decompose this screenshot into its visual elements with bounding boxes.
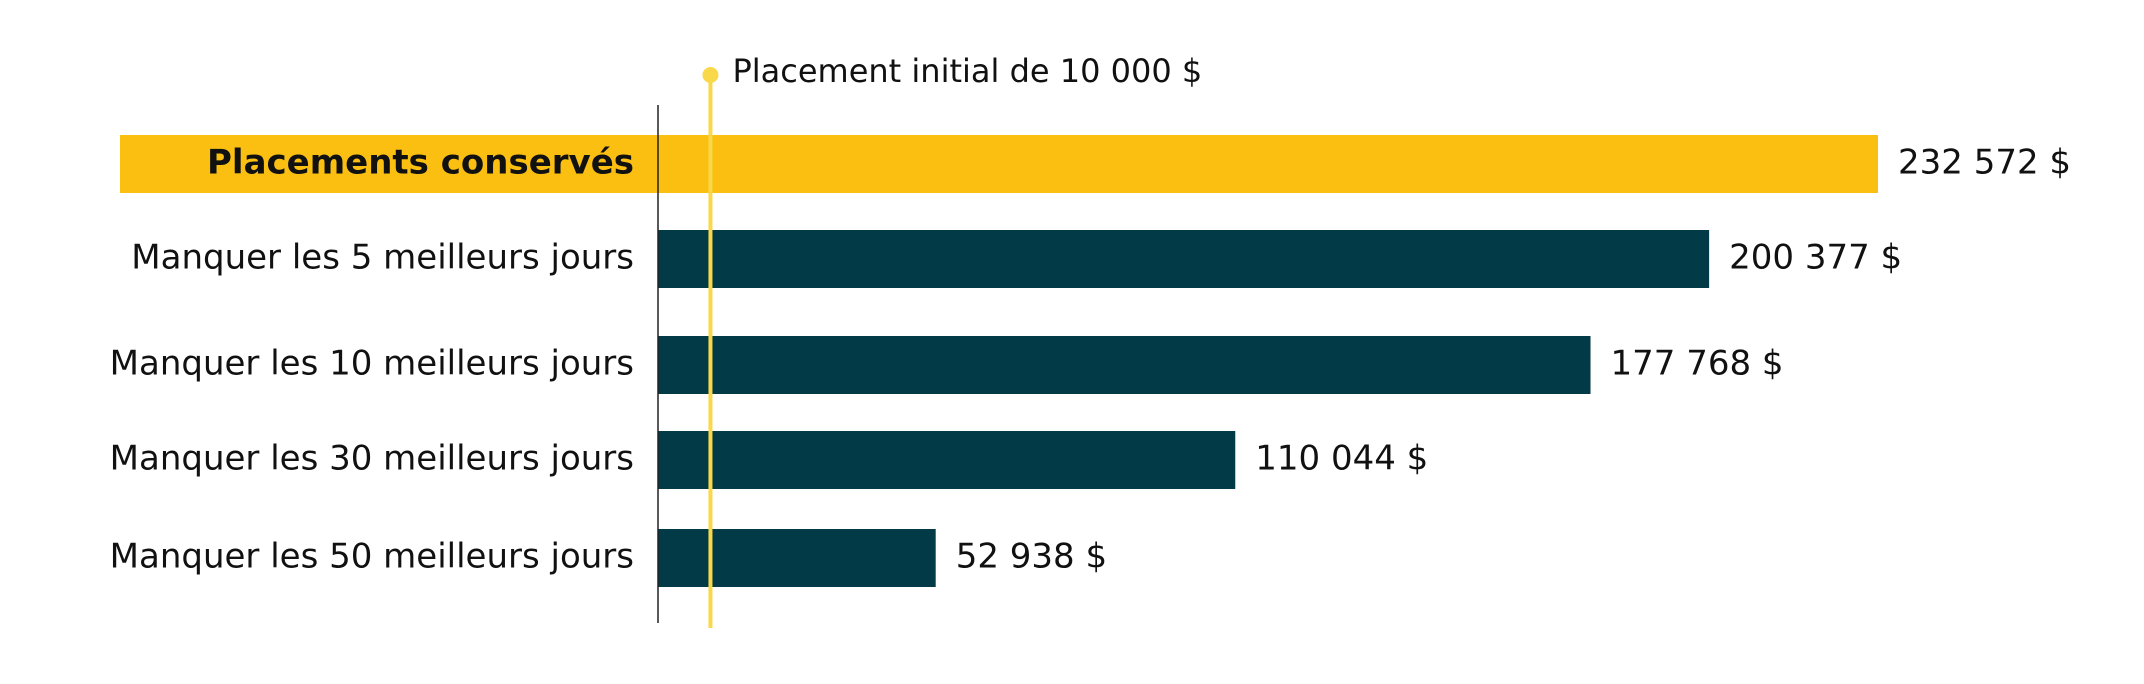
category-label: Placements conservés — [207, 143, 634, 183]
category-label: Manquer les 5 meilleurs jours — [131, 238, 634, 278]
value-label: 177 768 $ — [1611, 344, 1784, 384]
value-label: 110 044 $ — [1255, 439, 1428, 479]
value-label: 52 938 $ — [956, 537, 1107, 577]
bar — [658, 135, 1878, 193]
highlight-band — [120, 135, 658, 193]
bar — [658, 431, 1236, 489]
bar — [658, 529, 936, 587]
bar — [658, 336, 1591, 394]
category-label: Manquer les 10 meilleurs jours — [110, 344, 634, 384]
reference-dot — [702, 67, 719, 83]
category-label: Manquer les 50 meilleurs jours — [110, 537, 634, 577]
category-label: Manquer les 30 meilleurs jours — [110, 439, 634, 479]
value-label: 232 572 $ — [1898, 143, 2071, 183]
value-label: 200 377 $ — [1729, 238, 1902, 278]
reference-label: Placement initial de 10 000 $ — [732, 52, 1202, 90]
bar — [658, 230, 1710, 288]
